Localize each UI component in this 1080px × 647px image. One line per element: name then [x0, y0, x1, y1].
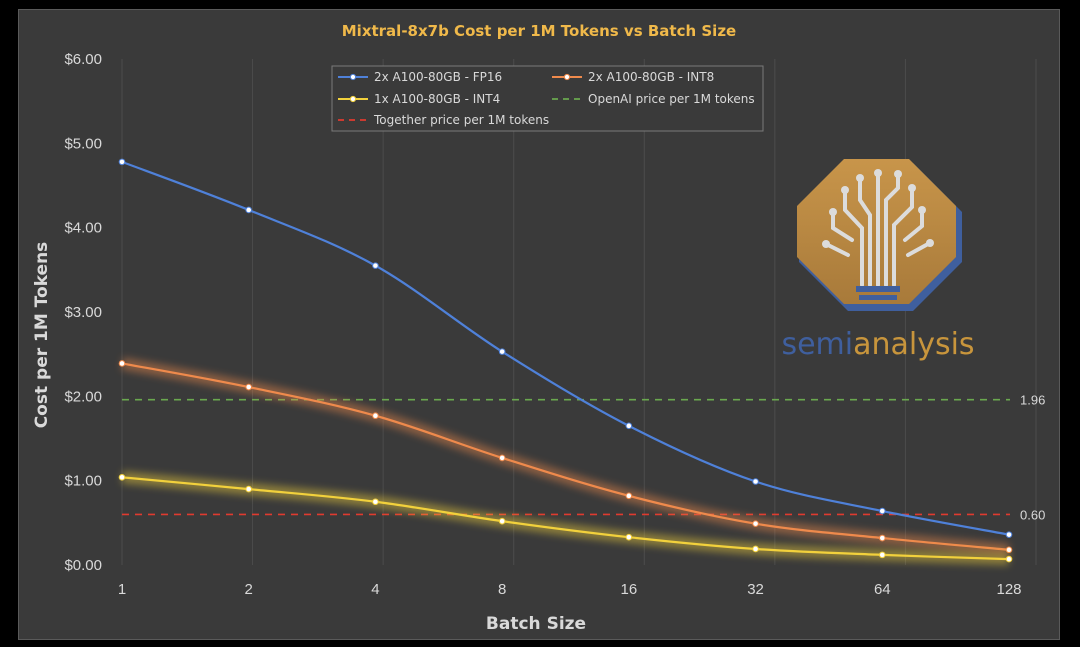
reference-lines: 1.96 0.60 — [122, 393, 1045, 522]
data-point — [498, 348, 506, 355]
logo-base-bar — [859, 295, 897, 300]
legend-label: Together price per 1M tokens — [373, 113, 549, 127]
x-tick-label: 64 — [874, 581, 891, 598]
data-point — [625, 492, 633, 500]
legend-items: 2x A100-80GB - FP16 2x A100-80GB - INT8 1x… — [338, 70, 755, 127]
data-point — [245, 206, 253, 214]
legend-marker — [349, 95, 357, 103]
data-point — [625, 422, 633, 430]
x-tick-label: 2 — [245, 581, 253, 598]
legend-label: 2x A100-80GB - INT8 — [588, 70, 714, 84]
logo-wordmark: semianalysis — [781, 327, 974, 362]
series-layer — [118, 158, 1013, 566]
reference-line-label: 0.60 — [1020, 507, 1045, 522]
legend-marker — [563, 73, 571, 81]
legend: 2x A100-80GB - FP16 2x A100-80GB - INT8 1x… — [331, 65, 764, 132]
legend-item: 2x A100-80GB - INT8 — [552, 70, 714, 84]
data-point — [498, 517, 506, 525]
series-group — [118, 158, 1013, 538]
reference-line-label: 1.96 — [1020, 393, 1045, 408]
data-point — [245, 383, 253, 391]
data-point — [1005, 555, 1013, 563]
legend-label: OpenAI price per 1M tokens — [588, 92, 755, 106]
logo-text-semi: semi — [781, 327, 853, 362]
x-tick-label: 32 — [747, 581, 764, 598]
logo-base-bar — [856, 286, 900, 292]
x-tick-label: 1 — [118, 581, 126, 598]
chart-title: Mixtral-8x7b Cost per 1M Tokens vs Batch… — [342, 22, 736, 40]
legend-item: 1x A100-80GB - INT4 — [338, 92, 500, 106]
y-tick-label: $2.00 — [64, 388, 102, 405]
data-point — [372, 262, 379, 269]
y-axis-title: Cost per 1M Tokens — [32, 242, 52, 429]
data-point — [372, 498, 379, 506]
legend-box — [331, 65, 764, 132]
x-tick-label: 16 — [621, 581, 638, 598]
data-point — [878, 507, 886, 515]
data-point — [752, 520, 759, 527]
legend-label: 2x A100-80GB - FP16 — [374, 70, 502, 84]
y-tick-label: $4.00 — [64, 220, 102, 237]
legend-item: OpenAI price per 1M tokens — [552, 92, 755, 106]
data-point — [878, 534, 886, 542]
y-tick-label: $3.00 — [64, 304, 102, 321]
legend-label: 1x A100-80GB - INT4 — [374, 92, 500, 106]
y-tick-label: $0.00 — [64, 557, 102, 574]
data-point — [118, 158, 126, 166]
y-tick-labels: $0.00 $1.00 $2.00 $3.00 $4.00 $5.00 $6.00 — [64, 51, 102, 574]
x-axis-title: Batch Size — [486, 614, 586, 634]
series-line — [121, 476, 1010, 561]
data-point — [1005, 531, 1013, 538]
data-point — [625, 533, 633, 541]
data-point — [245, 485, 253, 493]
logo-text-analysis: analysis — [853, 327, 974, 362]
legend-marker — [349, 73, 357, 81]
series-group — [118, 471, 1013, 566]
data-point — [118, 360, 126, 367]
data-point — [498, 454, 506, 462]
data-point — [1005, 546, 1013, 554]
x-tick-labels: 1 2 4 8 16 32 64 128 — [118, 581, 1022, 598]
y-tick-label: $1.00 — [64, 473, 102, 490]
logo-tree-icon — [826, 173, 930, 287]
legend-item: Together price per 1M tokens — [338, 113, 549, 127]
x-tick-label: 4 — [371, 581, 379, 598]
data-point — [372, 412, 379, 420]
y-tick-label: $6.00 — [64, 51, 102, 68]
series-group — [118, 357, 1013, 556]
x-tick-label: 128 — [996, 581, 1021, 598]
y-tick-label: $5.00 — [64, 135, 102, 152]
series-line — [121, 362, 1010, 551]
x-tick-label: 8 — [498, 581, 506, 598]
data-point — [878, 551, 886, 559]
legend-item: 2x A100-80GB - FP16 — [338, 70, 502, 84]
data-point — [752, 478, 759, 485]
semianalysis-logo: semianalysis — [781, 159, 975, 362]
data-point — [752, 545, 759, 553]
data-point — [118, 473, 126, 481]
logo-node-dots — [822, 169, 934, 248]
series-line — [121, 160, 1010, 536]
